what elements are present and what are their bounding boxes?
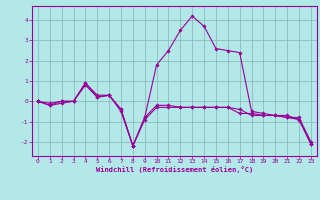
X-axis label: Windchill (Refroidissement éolien,°C): Windchill (Refroidissement éolien,°C) <box>96 166 253 173</box>
